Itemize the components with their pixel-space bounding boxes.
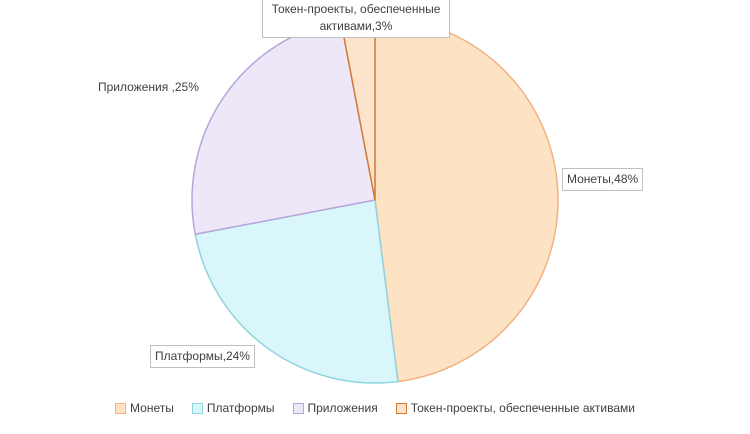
legend: Монеты Платформы Приложения Токен-проекты, …	[0, 401, 750, 415]
data-label: Приложения ,25%	[98, 80, 199, 94]
pie-slice	[194, 199, 399, 384]
legend-label: Платформы	[206, 401, 275, 415]
legend-swatch	[395, 402, 407, 414]
legend-swatch	[115, 402, 127, 414]
data-label: Платформы,24%	[150, 345, 255, 368]
legend-item: Платформы	[191, 401, 275, 415]
legend-label: Монеты	[130, 401, 174, 415]
legend-item: Приложения	[292, 401, 378, 415]
legend-item: Монеты	[115, 401, 174, 415]
legend-item: Токен-проекты, обеспеченные активами	[395, 401, 635, 415]
legend-swatch	[292, 402, 304, 414]
pie-slice	[374, 16, 559, 383]
legend-swatch	[191, 402, 203, 414]
data-label: Монеты,48%	[562, 168, 644, 191]
data-label: Токен-проекты, обеспеченные активами,3%	[262, 0, 450, 38]
legend-label: Приложения	[307, 401, 378, 415]
legend-label: Токен-проекты, обеспеченные активами	[410, 401, 635, 415]
